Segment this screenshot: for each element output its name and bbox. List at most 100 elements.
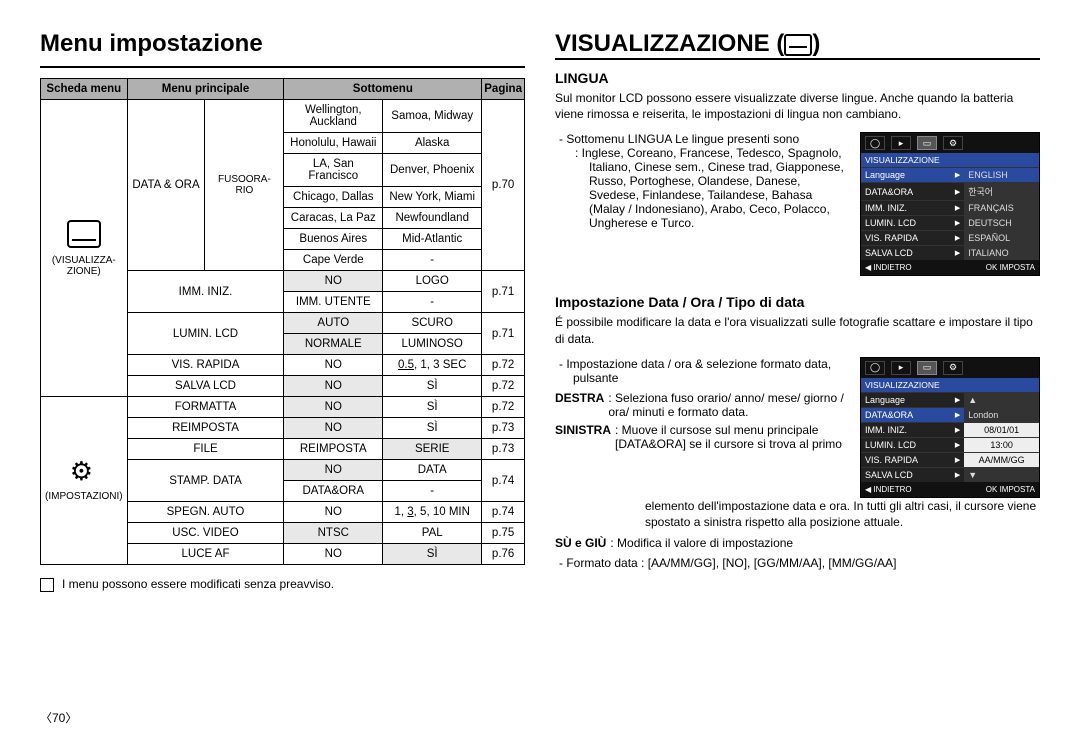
submenu-b: Denver, Phoenix — [383, 154, 482, 187]
submenu-b: SÌ — [383, 544, 482, 565]
k-destra: DESTRA — [555, 391, 604, 419]
pagina-cell: p.72 — [482, 355, 525, 376]
submenu-a: NO — [284, 544, 383, 565]
th-scheda: Scheda menu — [41, 79, 128, 100]
pagina-cell: p.72 — [482, 376, 525, 397]
submenu-b: SÌ — [383, 376, 482, 397]
submenu-a: Honolulu, Hawaii — [284, 133, 383, 154]
principale-cell: STAMP. DATA — [127, 460, 284, 502]
principale-cell: FORMATTA — [127, 397, 284, 418]
principale-cell: IMM. INIZ. — [127, 271, 284, 313]
data-intro: É possibile modificare la data e l'ora v… — [555, 314, 1040, 346]
submenu-a: NTSC — [284, 523, 383, 544]
lingua-intro: Sul monitor LCD possono essere visualizz… — [555, 90, 1040, 122]
submenu-b: SÌ — [383, 418, 482, 439]
submenu-b: SERIE — [383, 439, 482, 460]
submenu-a: NO — [284, 460, 383, 481]
scheda-cell: (IMPOSTAZIONI) — [41, 397, 128, 565]
sub-principale-cell: FUSOORA-RIO — [205, 100, 284, 271]
right-rule — [555, 58, 1040, 60]
principale-cell: USC. VIDEO — [127, 523, 284, 544]
submenu-b: Alaska — [383, 133, 482, 154]
pagina-cell: p.71 — [482, 271, 525, 313]
submenu-a: REIMPOSTA — [284, 439, 383, 460]
left-heading: Menu impostazione — [40, 30, 525, 58]
v-destra: : Seleziona fuso orario/ anno/ mese/ gio… — [608, 391, 848, 419]
submenu-b: Samoa, Midway — [383, 100, 482, 133]
submenu-b: - — [383, 250, 482, 271]
submenu-a: Chicago, Dallas — [284, 187, 383, 208]
principale-cell: FILE — [127, 439, 284, 460]
pagina-cell: p.74 — [482, 460, 525, 502]
submenu-a: AUTO — [284, 313, 383, 334]
submenu-a: NO — [284, 418, 383, 439]
menu-table: Scheda menu Menu principale Sottomenu Pa… — [40, 78, 525, 565]
submenu-b: - — [383, 481, 482, 502]
lingua-li1: Sottomenu LINGUA Le lingue presenti sono — [573, 132, 848, 146]
scheda-cell: (VISUALIZZA-ZIONE) — [41, 100, 128, 397]
submenu-a: IMM. UTENTE — [284, 292, 383, 313]
submenu-a: Wellington, Auckland — [284, 100, 383, 133]
v-sugiu: : Modifica il valore di impostazione — [610, 536, 793, 550]
pagina-cell: p.74 — [482, 502, 525, 523]
submenu-a: Buenos Aires — [284, 229, 383, 250]
submenu-b: Newfoundland — [383, 208, 482, 229]
submenu-a: NO — [284, 502, 383, 523]
k-sugiu: SÙ e GIÙ — [555, 536, 606, 550]
format-line: Formato data : [AA/MM/GG], [NO], [GG/MM/… — [573, 556, 1040, 570]
pagina-cell: p.70 — [482, 100, 525, 271]
submenu-a: Cape Verde — [284, 250, 383, 271]
principale-cell: DATA & ORA — [127, 100, 205, 271]
page-number: 〈70〉 — [40, 709, 77, 726]
submenu-b: SCURO — [383, 313, 482, 334]
note-icon — [40, 578, 54, 592]
principale-cell: LUMIN. LCD — [127, 313, 284, 355]
lcd-lingua: ◯▸▭⚙VISUALIZZAZIONELanguage▶ENGLISHDATA&… — [860, 132, 1040, 276]
lcd-data: ◯▸▭⚙VISUALIZZAZIONELanguage▶▲DATA&ORA▶Lo… — [860, 357, 1040, 498]
th-sottomenu: Sottomenu — [284, 79, 482, 100]
gear-icon — [70, 460, 98, 488]
submenu-a: Caracas, La Paz — [284, 208, 383, 229]
footnote-text: I menu possono essere modificati senza p… — [62, 577, 334, 591]
submenu-b: Mid-Atlantic — [383, 229, 482, 250]
pagina-cell: p.76 — [482, 544, 525, 565]
submenu-a: NO — [284, 355, 383, 376]
submenu-b: SÌ — [383, 397, 482, 418]
submenu-a: NO — [284, 397, 383, 418]
pagina-cell: p.73 — [482, 439, 525, 460]
lingua-li2: Inglese, Coreano, Francese, Tedesco, Spa… — [589, 146, 848, 230]
submenu-b: PAL — [383, 523, 482, 544]
principale-cell: VIS. RAPIDA — [127, 355, 284, 376]
principale-cell: SPEGN. AUTO — [127, 502, 284, 523]
left-rule — [40, 66, 525, 68]
display-icon — [784, 34, 812, 56]
submenu-b: LOGO — [383, 271, 482, 292]
principale-cell: SALVA LCD — [127, 376, 284, 397]
th-pagina: Pagina — [482, 79, 525, 100]
submenu-b: New York, Miami — [383, 187, 482, 208]
right-heading: VISUALIZZAZIONE () — [555, 30, 820, 58]
submenu-a: NO — [284, 271, 383, 292]
pagina-cell: p.75 — [482, 523, 525, 544]
display-icon — [67, 220, 101, 248]
right-heading-close: ) — [812, 30, 820, 57]
principale-cell: LUCE AF — [127, 544, 284, 565]
submenu-b: 0.5, 1, 3 SEC — [383, 355, 482, 376]
submenu-a: NORMALE — [284, 334, 383, 355]
pagina-cell: p.72 — [482, 397, 525, 418]
sec-data-title: Impostazione Data / Ora / Tipo di data — [555, 294, 1040, 310]
submenu-a: LA, San Francisco — [284, 154, 383, 187]
pagina-cell: p.73 — [482, 418, 525, 439]
submenu-b: LUMINOSO — [383, 334, 482, 355]
th-principale: Menu principale — [127, 79, 284, 100]
submenu-a: DATA&ORA — [284, 481, 383, 502]
pagina-cell: p.71 — [482, 313, 525, 355]
footnote: I menu possono essere modificati senza p… — [40, 577, 525, 592]
submenu-a: NO — [284, 376, 383, 397]
k-sinistra: SINISTRA — [555, 423, 611, 451]
v-sinistra-cont: elemento dell'impostazione data e ora. I… — [555, 498, 1040, 530]
submenu-b: - — [383, 292, 482, 313]
submenu-b: 1, 3, 5, 10 MIN — [383, 502, 482, 523]
sec-lingua-title: LINGUA — [555, 70, 1040, 86]
v-sinistra: : Muove il cursose sul menu principale [… — [615, 423, 848, 451]
